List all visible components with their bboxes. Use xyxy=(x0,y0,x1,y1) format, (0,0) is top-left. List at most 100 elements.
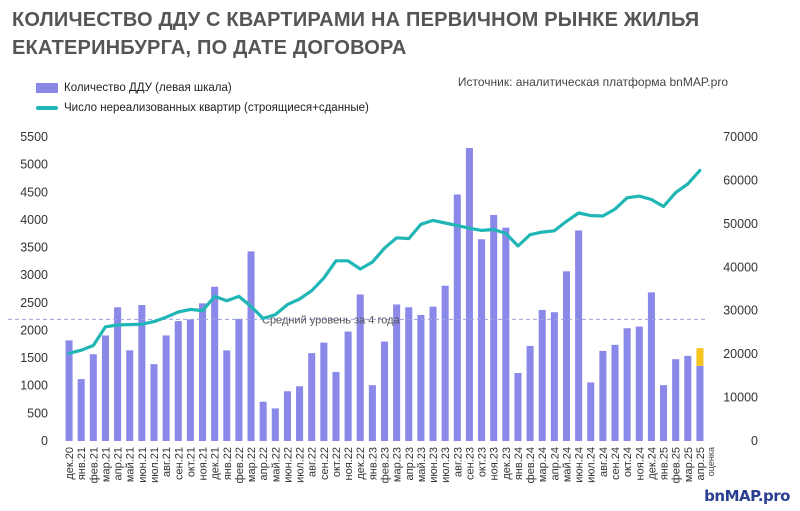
x-axis-tick-label: авг.21 xyxy=(161,447,173,477)
legend-bar-label: Количество ДДУ (левая шкала) xyxy=(64,82,232,94)
x-axis-tick-label: сен.21 xyxy=(173,447,185,480)
x-axis-tick-label: май.23 xyxy=(416,447,428,482)
bar xyxy=(320,342,328,441)
left-axis-tick-label: 3000 xyxy=(20,268,48,282)
bar xyxy=(465,148,473,441)
bar xyxy=(490,214,498,441)
bar xyxy=(114,307,122,441)
bar xyxy=(211,286,219,441)
right-axis-tick-label: 0 xyxy=(751,434,758,448)
bar xyxy=(393,304,401,441)
bar xyxy=(478,239,486,441)
x-axis-tick-label: дек.23 xyxy=(501,447,513,480)
bar xyxy=(550,312,558,441)
x-axis-tick-label: мар.23 xyxy=(392,447,404,482)
left-axis-tick-label: 5500 xyxy=(20,130,48,144)
x-axis-tick-label: янв.24 xyxy=(513,447,525,480)
chart-title: КОЛИЧЕСТВО ДДУ С КВАРТИРАМИ НА ПЕРВИЧНОМ… xyxy=(12,6,712,62)
x-axis-tick-label: ноя.22 xyxy=(343,447,355,480)
bar xyxy=(684,355,692,441)
x-axis-tick-label: июл.21 xyxy=(149,447,161,483)
x-axis-tick-label: янв.25 xyxy=(659,447,671,480)
estimate-note: оценка xyxy=(706,447,716,476)
x-axis-tick-label: янв.23 xyxy=(367,447,379,480)
left-axis-tick-label: 1500 xyxy=(20,351,48,365)
x-axis-tick-label: июл.22 xyxy=(295,447,307,483)
left-axis-tick-label: 3500 xyxy=(20,241,48,255)
bar xyxy=(77,379,85,441)
x-axis-tick-label: июн.22 xyxy=(282,447,294,483)
right-axis-tick-label: 50000 xyxy=(723,217,758,231)
left-axis-tick-label: 500 xyxy=(27,406,48,420)
bar xyxy=(405,307,413,441)
bar xyxy=(672,359,680,441)
bar xyxy=(344,331,352,441)
right-axis-tick-label: 30000 xyxy=(723,304,758,318)
unsold-apartments-line xyxy=(67,168,702,355)
bar xyxy=(696,365,704,441)
average-line-label: Средний уровень за 4 года xyxy=(262,314,401,326)
source-note: Источник: аналитическая платформа bnMAP.… xyxy=(457,75,728,89)
right-axis-tick-label: 70000 xyxy=(723,130,758,144)
right-axis-tick-label: 40000 xyxy=(723,260,758,274)
x-axis-tick-label: мар.24 xyxy=(537,447,549,482)
bar xyxy=(599,350,607,441)
x-axis-tick-label: апр.25 xyxy=(695,447,707,480)
x-axis-tick-label: дек.22 xyxy=(355,447,367,480)
bar xyxy=(368,385,376,441)
x-axis-tick-label: окт.24 xyxy=(622,447,634,477)
bar xyxy=(538,310,546,441)
x-axis-tick-label: мар.25 xyxy=(683,447,695,482)
left-axis-tick-label: 1000 xyxy=(20,379,48,393)
bar xyxy=(186,319,194,441)
bar xyxy=(235,318,243,441)
x-axis-tick-label: апр.23 xyxy=(404,447,416,480)
bar xyxy=(101,335,109,441)
x-axis-tick-label: дек.24 xyxy=(646,447,658,480)
x-axis-tick-label: июн.24 xyxy=(574,447,586,483)
legend-line-swatch xyxy=(36,106,58,110)
x-axis-tick-label: фев.22 xyxy=(234,447,246,483)
x-axis-tick-label: июл.23 xyxy=(440,447,452,483)
right-axis-tick-label: 60000 xyxy=(723,173,758,187)
bar xyxy=(138,305,146,441)
bar xyxy=(296,386,304,441)
brand-logo: bnMAP.pro xyxy=(704,487,790,505)
legend-line-label: Число нереализованных квартир (строящиес… xyxy=(64,102,369,114)
x-axis-tick-label: окт.22 xyxy=(331,447,343,477)
bar xyxy=(575,230,583,441)
x-axis-tick-label: июл.24 xyxy=(586,447,598,483)
left-axis-tick-label: 4000 xyxy=(20,213,48,227)
x-axis-tick-label: авг.22 xyxy=(307,447,319,477)
bar-estimate xyxy=(696,348,704,366)
bar xyxy=(162,335,170,441)
chart-title-line1: КОЛИЧЕСТВО ДДУ С КВАРТИРАМИ НА ПЕРВИЧНОМ… xyxy=(12,9,700,31)
bar xyxy=(660,385,668,441)
x-axis-tick-label: авг.24 xyxy=(598,447,610,477)
chart-title-line2: ЕКАТЕРИНБУРГА, ПО ДАТЕ ДОГОВОРА xyxy=(12,37,407,59)
x-axis-tick-label: ноя.21 xyxy=(198,447,210,480)
right-axis-tick-label: 10000 xyxy=(723,391,758,405)
bar xyxy=(647,292,655,441)
x-axis-tick-label: мар.22 xyxy=(246,447,258,482)
bar xyxy=(356,294,364,441)
x-axis-tick-label: окт.23 xyxy=(477,447,489,477)
legend-bar-swatch xyxy=(36,83,58,93)
bar xyxy=(332,371,340,441)
x-axis-tick-label: фев.23 xyxy=(380,447,392,483)
bar xyxy=(453,194,461,441)
x-axis-tick-label: апр.21 xyxy=(113,447,125,480)
bar xyxy=(308,353,316,441)
x-axis-tick-label: май.22 xyxy=(270,447,282,482)
x-axis-tick-label: май.21 xyxy=(125,447,137,482)
x-axis-tick-label: янв.22 xyxy=(222,447,234,480)
x-axis-tick-label: май.24 xyxy=(561,447,573,482)
bar xyxy=(526,345,534,441)
x-axis-tick-label: янв.21 xyxy=(76,447,88,480)
x-axis-tick-label: окт.21 xyxy=(185,447,197,477)
x-axis-tick-label: мар.21 xyxy=(100,447,112,482)
x-axis-tick-label: апр.22 xyxy=(258,447,270,480)
legend-item-bars: Количество ДДУ (левая шкала) xyxy=(36,82,232,94)
right-axis-tick-label: 20000 xyxy=(723,347,758,361)
